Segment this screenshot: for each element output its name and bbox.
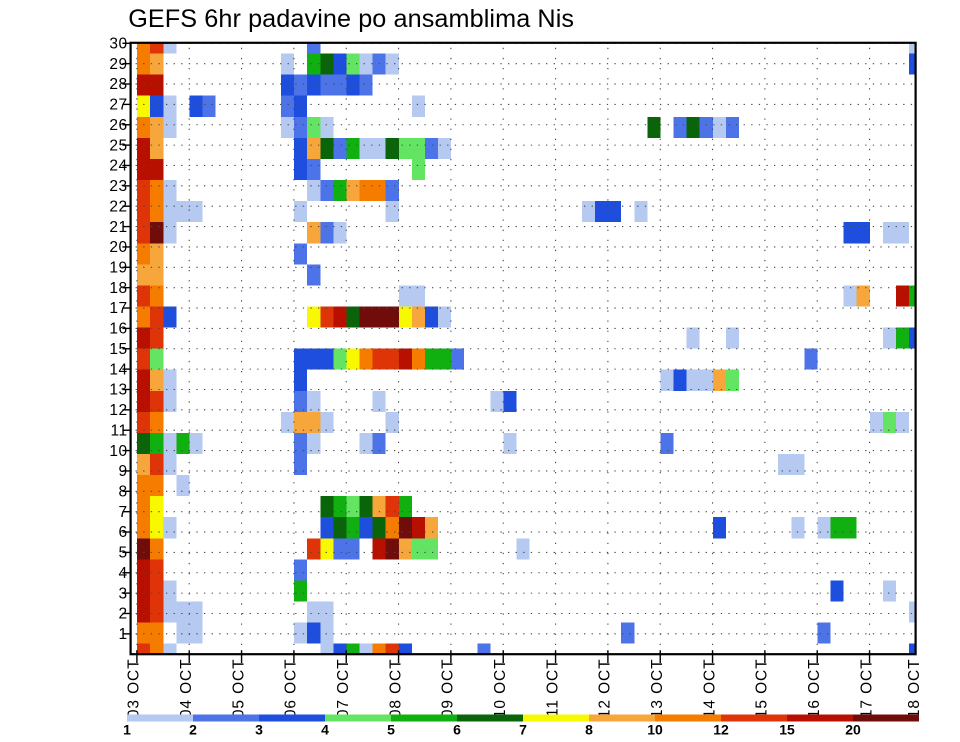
svg-text:4: 4	[321, 721, 329, 737]
svg-text:10 OCT: 10 OCT	[492, 659, 509, 719]
svg-text:17: 17	[109, 300, 127, 317]
svg-text:28: 28	[109, 76, 127, 93]
svg-text:19: 19	[109, 260, 127, 277]
svg-text:24: 24	[109, 158, 127, 175]
svg-text:9: 9	[118, 463, 127, 480]
svg-text:05 OCT: 05 OCT	[230, 659, 247, 719]
svg-text:18: 18	[109, 280, 127, 297]
svg-text:20: 20	[845, 721, 861, 737]
svg-text:3: 3	[255, 721, 263, 737]
svg-text:7: 7	[519, 721, 527, 737]
svg-text:14: 14	[109, 361, 127, 378]
svg-text:11: 11	[111, 422, 128, 439]
svg-text:21: 21	[109, 219, 127, 236]
svg-text:1: 1	[118, 626, 127, 643]
svg-text:10: 10	[109, 443, 127, 460]
svg-text:15: 15	[779, 721, 795, 737]
svg-text:07 OCT: 07 OCT	[335, 659, 352, 719]
svg-text:10: 10	[647, 721, 663, 737]
svg-text:7: 7	[118, 504, 127, 521]
svg-text:18 OCT: 18 OCT	[906, 659, 923, 719]
svg-text:08 OCT: 08 OCT	[387, 659, 404, 719]
svg-text:26: 26	[109, 117, 127, 134]
svg-text:29: 29	[109, 56, 127, 73]
svg-text:8: 8	[585, 721, 593, 737]
svg-text:3: 3	[118, 585, 127, 602]
svg-text:11 OCT: 11 OCT	[544, 659, 561, 718]
svg-text:GEFS 6hr padavine po ansamblim: GEFS 6hr padavine po ansamblima Nis	[128, 5, 574, 33]
svg-text:14 OCT: 14 OCT	[701, 659, 718, 719]
svg-text:04 OCT: 04 OCT	[178, 659, 195, 719]
svg-text:1: 1	[123, 721, 131, 737]
svg-text:12: 12	[713, 721, 729, 737]
svg-text:4: 4	[118, 565, 127, 582]
svg-text:25: 25	[109, 137, 127, 154]
svg-text:8: 8	[118, 484, 127, 501]
svg-text:13 OCT: 13 OCT	[649, 659, 666, 719]
svg-text:16 OCT: 16 OCT	[806, 659, 823, 719]
svg-text:12 OCT: 12 OCT	[597, 659, 614, 719]
svg-text:16: 16	[109, 321, 127, 338]
svg-text:23: 23	[109, 178, 127, 195]
svg-text:6: 6	[118, 524, 127, 541]
svg-text:2: 2	[189, 721, 197, 737]
svg-text:12: 12	[109, 402, 127, 419]
svg-text:6: 6	[453, 721, 461, 737]
svg-text:22: 22	[109, 198, 127, 215]
svg-text:30: 30	[109, 36, 127, 53]
svg-text:03 OCT: 03 OCT	[126, 659, 143, 719]
svg-text:27: 27	[109, 97, 127, 114]
svg-text:13: 13	[109, 382, 127, 399]
svg-text:2: 2	[118, 606, 127, 623]
svg-text:5: 5	[387, 721, 395, 737]
svg-text:15 OCT: 15 OCT	[754, 659, 771, 719]
svg-text:09 OCT: 09 OCT	[440, 659, 457, 719]
svg-text:06 OCT: 06 OCT	[283, 659, 300, 719]
svg-text:15: 15	[109, 341, 127, 358]
svg-text:5: 5	[118, 545, 127, 562]
svg-text:17 OCT: 17 OCT	[858, 659, 875, 719]
svg-text:20: 20	[109, 239, 127, 256]
